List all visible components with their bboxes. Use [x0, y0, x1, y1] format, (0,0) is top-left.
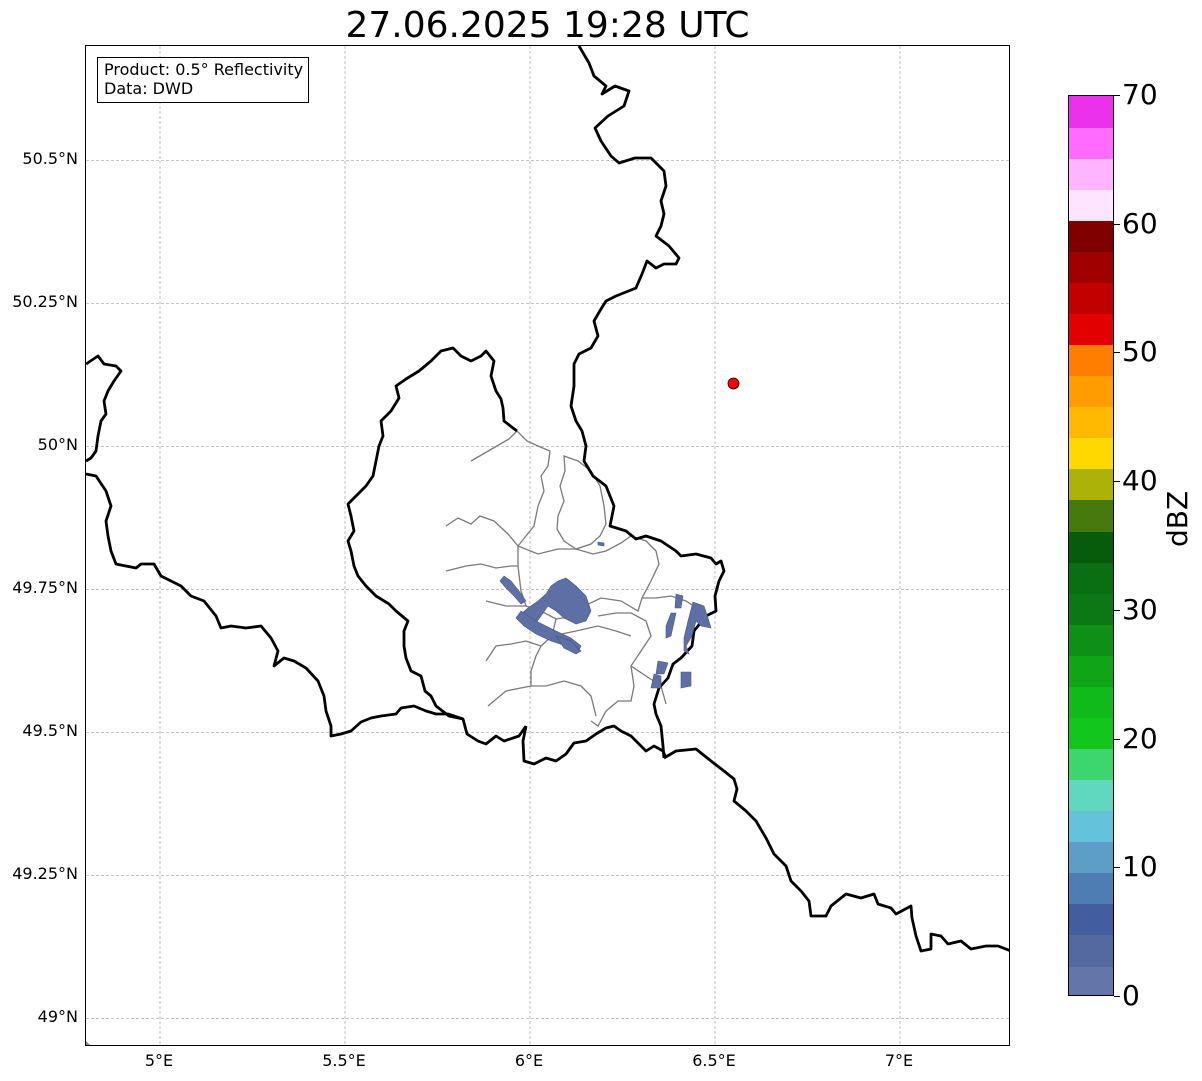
colorbar-segment	[1069, 189, 1113, 221]
map-area[interactable]	[85, 45, 1010, 1046]
colorbar-segment	[1069, 872, 1113, 905]
colorbar-segment	[1069, 562, 1113, 594]
colorbar-tick-label: 10	[1122, 850, 1158, 884]
echo-cell	[597, 541, 605, 547]
lon-tick-label: 6°E	[514, 1051, 544, 1070]
colorbar-segment	[1069, 810, 1113, 843]
colorbar-tick-label: 70	[1122, 78, 1158, 111]
colorbar-segment	[1069, 282, 1113, 315]
colorbar-tick-mark	[1114, 996, 1120, 997]
echo-cell	[520, 577, 592, 627]
colorbar-segment	[1069, 437, 1113, 470]
gridlines	[86, 46, 1009, 1045]
district-boundary	[445, 563, 518, 572]
colorbar-segment	[1069, 96, 1113, 128]
district-boundary	[485, 600, 526, 607]
map-title: 27.06.2025 19:28 UTC	[345, 5, 750, 46]
colorbar-tick-label: 40	[1122, 464, 1158, 498]
lon-tick-label: 7°E	[884, 1051, 914, 1070]
lat-tick-label: 49.25°N	[12, 864, 78, 884]
colorbar-segment	[1069, 841, 1113, 874]
colorbar-segment	[1069, 127, 1113, 159]
colorbar-segment	[1069, 406, 1113, 439]
colorbar-tick-label: 0	[1122, 979, 1140, 1012]
colorbar-segment	[1069, 748, 1113, 781]
colorbar-segment	[1069, 779, 1113, 812]
colorbar-segment	[1069, 530, 1113, 563]
product-info-box: Product: 0.5° Reflectivity Data: DWD	[97, 57, 310, 103]
colorbar-tick-mark	[1114, 738, 1120, 740]
border-germany-south	[663, 747, 1009, 953]
colorbar-segment	[1069, 903, 1113, 936]
corner-mark	[86, 1041, 90, 1045]
district-boundaries	[445, 430, 702, 727]
colorbar-segment	[1069, 593, 1113, 625]
district-boundary	[551, 625, 632, 637]
echo-cell	[680, 671, 692, 689]
colorbar-tick-label: 60	[1122, 206, 1158, 240]
colorbar-segment	[1069, 158, 1113, 190]
product-label: Product: 0.5° Reflectivity	[104, 60, 304, 79]
colorbar-segment	[1069, 686, 1113, 718]
colorbar-segment	[1069, 220, 1113, 252]
colorbar-segment	[1069, 251, 1113, 283]
colorbar	[1068, 95, 1114, 996]
colorbar-segment	[1069, 313, 1113, 346]
colorbar-segment	[1069, 717, 1113, 750]
echo-cell	[650, 673, 662, 689]
colorbar-segment	[1069, 468, 1113, 501]
colorbar-segment	[1069, 375, 1113, 408]
colorbar-tick-mark	[1114, 352, 1120, 354]
lon-tick-label: 5°E	[144, 1051, 174, 1070]
border-belgium-northwest	[86, 354, 123, 463]
colorbar-tick-mark	[1114, 481, 1120, 483]
colorbar-tick-mark	[1114, 223, 1120, 225]
lat-tick-label: 49.5°N	[22, 721, 78, 741]
lat-tick-label: 50°N	[37, 435, 78, 455]
lon-tick-label: 5.5°E	[322, 1051, 366, 1070]
echo-cell	[555, 635, 582, 655]
data-source-label: Data: DWD	[104, 79, 194, 98]
border-france-belgium	[86, 472, 464, 738]
colorbar-segment	[1069, 344, 1113, 377]
colorbar-segment	[1069, 655, 1113, 687]
lat-tick-label: 49°N	[37, 1007, 78, 1027]
district-boundary	[556, 455, 607, 550]
district-boundary	[445, 430, 551, 548]
colorbar-label: dBZ	[1161, 490, 1194, 547]
lat-tick-label: 50.5°N	[22, 149, 78, 169]
colorbar-segment	[1069, 499, 1113, 532]
echo-cell	[665, 612, 677, 639]
lon-tick-label: 6.5°E	[692, 1051, 736, 1070]
colorbar-tick-mark	[1114, 867, 1120, 869]
colorbar-segment	[1069, 624, 1113, 656]
country-borders	[86, 46, 1009, 953]
border-luxembourg-south	[521, 724, 668, 766]
border-luxembourg-west	[346, 346, 528, 746]
district-boundary	[590, 612, 652, 727]
radar-site-marker	[727, 377, 740, 390]
district-boundary	[485, 640, 542, 662]
district-boundary	[642, 595, 702, 612]
echo-cell	[674, 593, 684, 609]
lat-tick-label: 50.25°N	[12, 292, 78, 312]
colorbar-tick-label: 20	[1122, 721, 1158, 755]
colorbar-tick-label: 30	[1122, 592, 1158, 626]
echo-cell	[499, 575, 527, 605]
colorbar-segment	[1069, 934, 1113, 967]
district-boundary	[487, 685, 532, 707]
map-canvas	[86, 46, 1009, 1045]
colorbar-tick-mark	[1114, 609, 1120, 611]
radar-echoes	[499, 541, 712, 689]
colorbar-tick-mark	[1114, 95, 1120, 96]
colorbar-tick-label: 50	[1122, 335, 1158, 369]
colorbar-segment	[1069, 965, 1113, 995]
border-germany-east	[569, 46, 726, 759]
echo-cell	[655, 660, 669, 675]
lat-tick-label: 49.75°N	[12, 578, 78, 598]
echo-cell	[683, 601, 712, 655]
